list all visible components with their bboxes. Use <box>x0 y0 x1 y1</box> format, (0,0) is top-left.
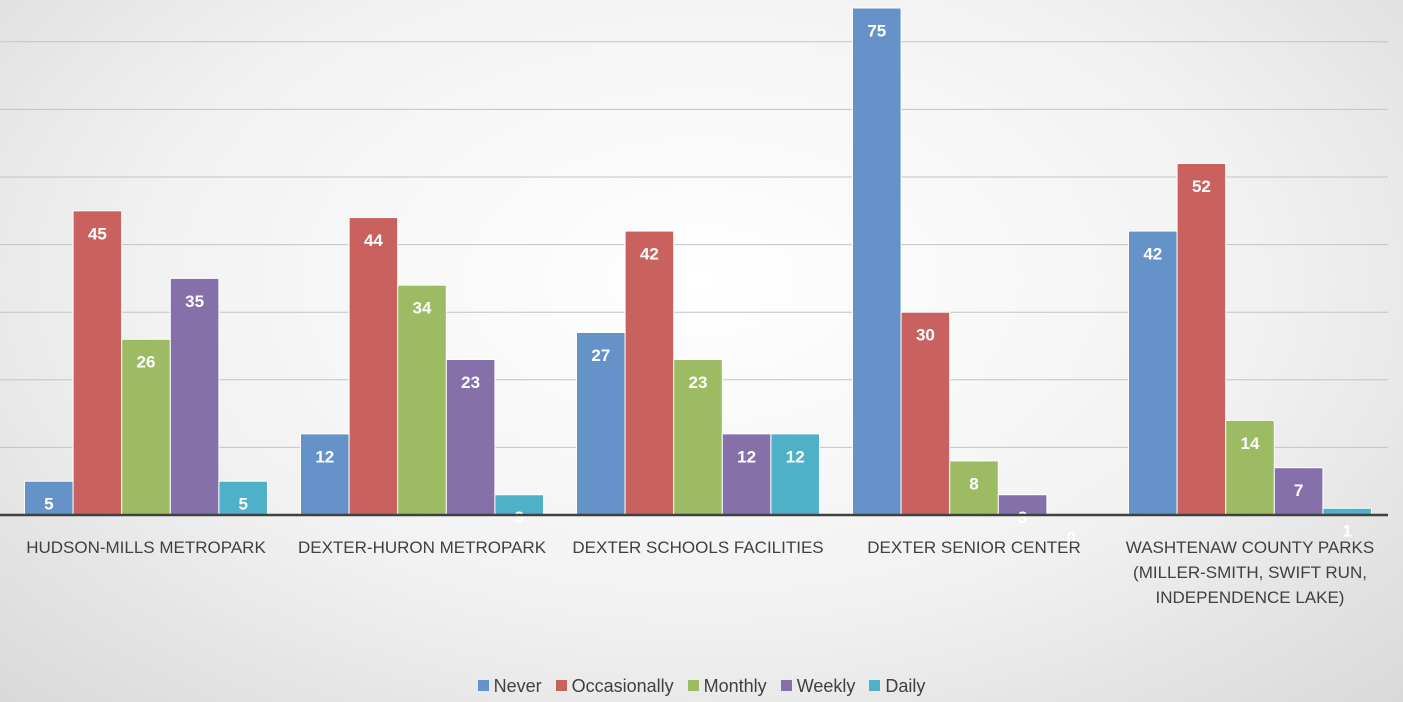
bar <box>445 359 496 516</box>
data-label: 26 <box>137 353 156 372</box>
legend-item: Monthly <box>687 676 767 696</box>
data-label: 14 <box>1241 434 1260 453</box>
bar <box>1176 162 1227 516</box>
legend-item: Occasionally <box>555 676 674 696</box>
bar <box>770 433 821 516</box>
x-tick-label: DEXTER SENIOR CENTER <box>867 538 1081 557</box>
bar <box>348 217 399 516</box>
x-tick-label: HUDSON-MILLS METROPARK <box>26 538 266 557</box>
data-label: 3 <box>1018 508 1027 527</box>
legend-swatch <box>555 680 567 691</box>
data-label: 7 <box>1294 481 1303 500</box>
bar <box>300 433 350 516</box>
legend-item: Never <box>477 676 542 696</box>
data-label: 12 <box>737 447 756 466</box>
data-label: 35 <box>185 292 204 311</box>
legend-swatch <box>869 680 881 691</box>
legend: Never Occasionally Monthly Weekly Daily <box>0 676 1403 697</box>
bar <box>169 277 220 516</box>
data-label: 27 <box>591 346 610 365</box>
legend-label: Monthly <box>703 676 767 696</box>
data-label: 30 <box>916 326 935 345</box>
bar <box>852 7 902 516</box>
x-tick-label: DEXTER-HURON METROPARK <box>297 538 547 557</box>
bar <box>397 284 447 516</box>
data-label: 0 <box>1066 528 1075 547</box>
data-label: 44 <box>364 231 383 250</box>
bar <box>72 210 123 516</box>
data-label: 75 <box>867 21 886 40</box>
legend-label: Daily <box>885 676 926 696</box>
x-tick-label: DEXTER SCHOOLS FACILITIES <box>572 538 824 557</box>
bar <box>576 331 626 516</box>
bar <box>24 480 74 516</box>
data-label: 34 <box>413 299 432 318</box>
bar <box>1273 467 1324 516</box>
data-label: 23 <box>461 373 480 392</box>
bar <box>721 433 772 516</box>
legend-item: Daily <box>869 676 925 696</box>
legend-swatch <box>477 680 489 691</box>
data-label: 5 <box>238 495 247 514</box>
data-label: 23 <box>689 373 708 392</box>
legend-label: Weekly <box>796 676 856 696</box>
legend-swatch <box>780 680 792 691</box>
data-label: 5 <box>44 495 53 514</box>
data-label: 3 <box>514 508 523 527</box>
x-tick-label: WASHTENAW COUNTY PARKS (MILLER-SMITH, SW… <box>1125 538 1375 607</box>
data-label: 12 <box>315 447 334 466</box>
legend-label: Never <box>493 676 542 696</box>
data-label: 12 <box>786 447 805 466</box>
legend-swatch <box>687 680 699 691</box>
bar <box>673 359 723 516</box>
bar <box>624 230 675 516</box>
data-label: 42 <box>1143 245 1162 264</box>
legend-item: Weekly <box>780 676 856 696</box>
data-label: 45 <box>88 224 107 243</box>
legend-label: Occasionally <box>571 676 674 696</box>
data-label: 52 <box>1192 177 1211 196</box>
bar <box>1128 230 1178 516</box>
data-label: 1 <box>1342 522 1351 541</box>
data-label: 42 <box>640 245 659 264</box>
data-label: 8 <box>969 474 978 493</box>
